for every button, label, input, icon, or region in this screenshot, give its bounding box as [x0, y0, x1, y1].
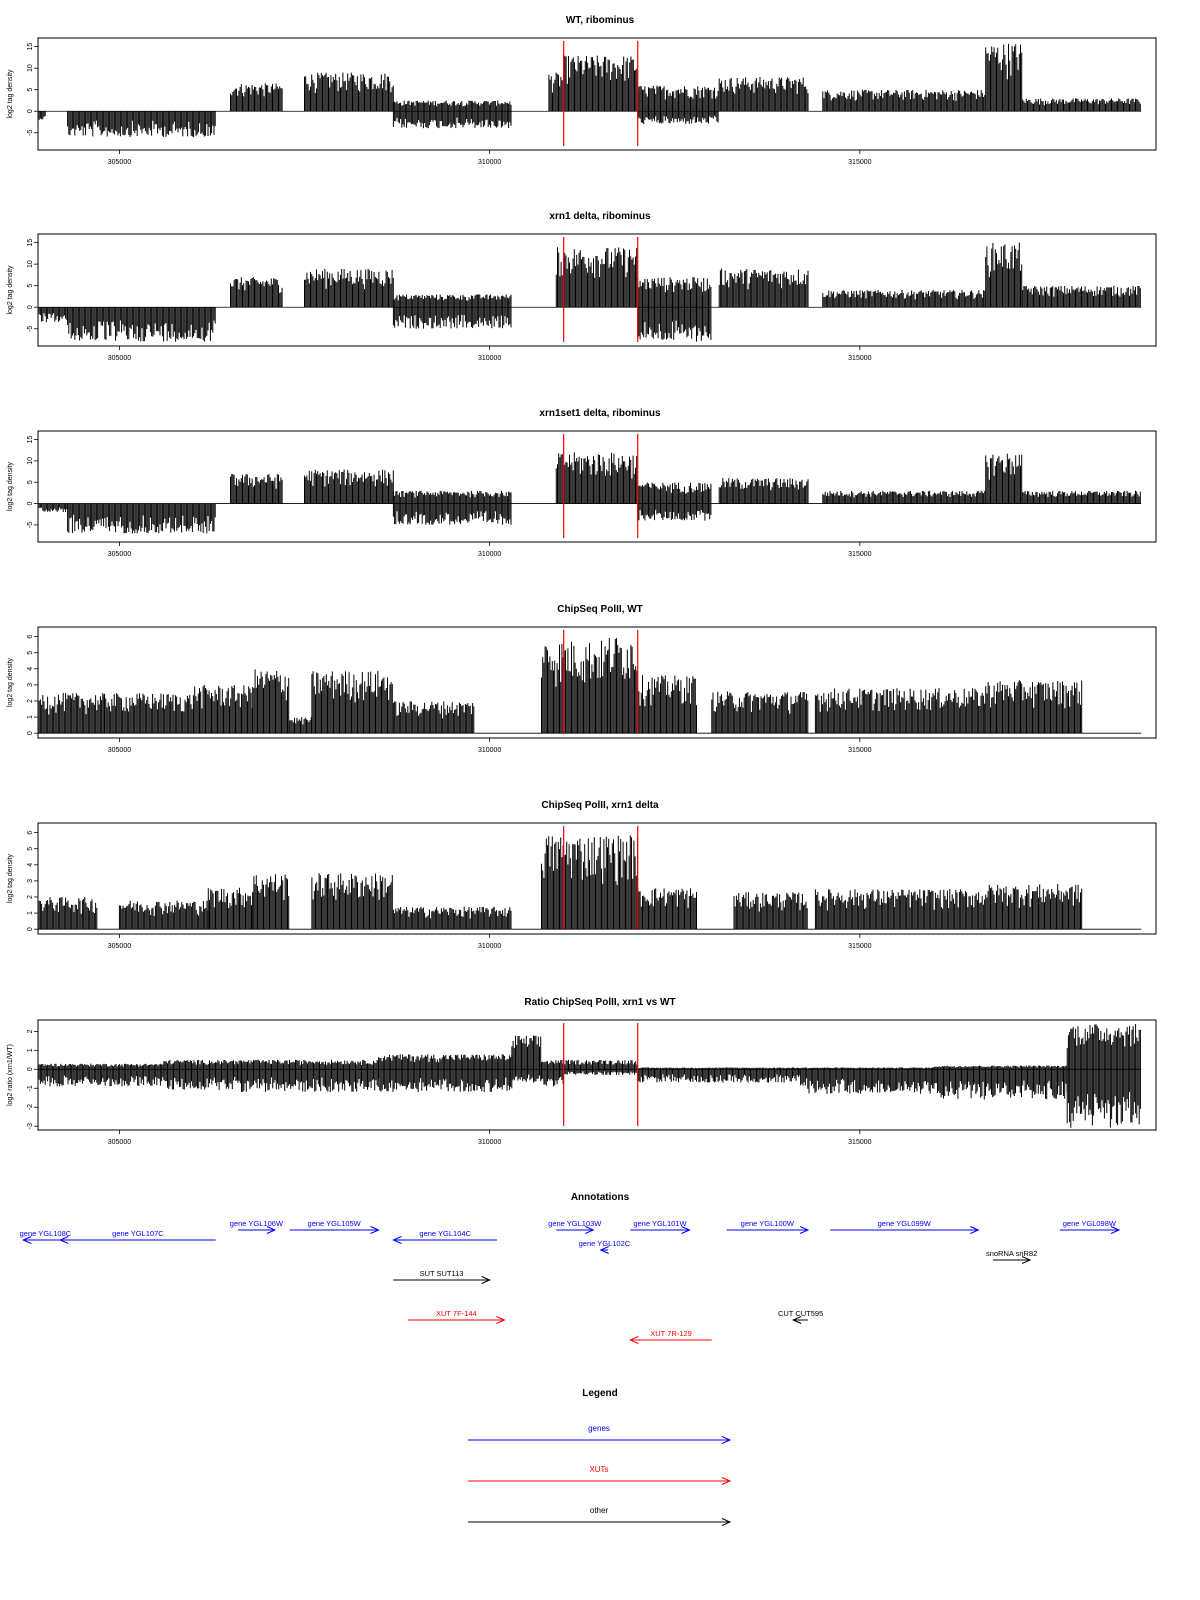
plot-frame — [37, 822, 1157, 935]
y-tick-label: 0 — [27, 109, 34, 113]
y-tick-label: -5 — [27, 130, 34, 136]
plot-frame — [37, 430, 1157, 543]
x-tick-label: 310000 — [478, 551, 501, 558]
y-tick-label: 2 — [27, 895, 34, 899]
y-tick-label: 5 — [27, 651, 34, 655]
chart-title: ChipSeq PolII, WT — [557, 604, 643, 615]
y-tick-label: 10 — [27, 260, 34, 268]
x-tick-label: 315000 — [848, 159, 871, 166]
chart-panel-1: WT, ribominus log2 tag density -5 0 5 10 15 305… — [7, 15, 1157, 166]
chart-panel-2: xrn1 delta, ribominus log2 tag density -5 0… — [7, 211, 1157, 362]
chart-title: xrn1 delta, ribominus — [549, 211, 651, 222]
y-tick-label: -5 — [27, 326, 34, 332]
y-tick-label: 15 — [27, 43, 34, 51]
plot-frame — [37, 233, 1157, 347]
y-axis-label: log2 tag density — [7, 265, 14, 315]
y-tick-label: 1 — [27, 715, 34, 719]
y-axis-label: log2 tag density — [7, 461, 14, 511]
data-bars — [37, 1023, 1141, 1128]
x-tick-label: 305000 — [108, 943, 131, 950]
chart-title: ChipSeq PolII, xrn1 delta — [541, 800, 659, 811]
data-bars — [37, 452, 1141, 534]
y-tick-label: 1 — [27, 911, 34, 915]
data-bars — [37, 835, 1083, 930]
chart-title: xrn1set1 delta, ribominus — [539, 408, 661, 419]
y-tick-label: 6 — [27, 831, 34, 835]
y-tick-label: 0 — [27, 502, 34, 506]
x-tick-label: 305000 — [108, 747, 131, 754]
x-tick-label: 310000 — [478, 355, 501, 362]
x-tick-label: 310000 — [478, 747, 501, 754]
y-tick-label: 15 — [27, 436, 34, 444]
data-bars — [37, 43, 1141, 137]
y-tick-label: 0 — [27, 927, 34, 931]
y-tick-label: 5 — [27, 88, 34, 92]
x-tick-label: 315000 — [848, 943, 871, 950]
y-tick-label: 10 — [27, 64, 34, 72]
data-bars — [37, 638, 1083, 734]
chart-title: WT, ribominus — [566, 15, 635, 26]
y-tick-label: 6 — [27, 635, 34, 639]
chart-panel-4: ChipSeq PolII, WT log2 tag density 0 1 2 3 4 5 6… — [7, 604, 1157, 754]
x-tick-label: 310000 — [478, 159, 501, 166]
y-tick-label: 15 — [27, 239, 34, 247]
y-tick-label: 3 — [27, 879, 34, 883]
y-tick-label: 0 — [27, 305, 34, 309]
y-tick-label: 0 — [27, 731, 34, 735]
x-tick-label: 310000 — [478, 943, 501, 950]
y-axis-label: log2 ratio (xrn1/WT) — [7, 1044, 14, 1106]
x-tick-label: 315000 — [848, 551, 871, 558]
data-bars — [37, 242, 1141, 342]
y-tick-label: 5 — [27, 284, 34, 288]
x-tick-label: 305000 — [108, 551, 131, 558]
chart-panel-5: ChipSeq PolII, xrn1 delta log2 tag densit… — [7, 800, 1157, 950]
y-tick-label: 4 — [27, 667, 34, 671]
chart-panel-6: Ratio ChipSeq PolII, xrn1 vs WT log2 rati… — [7, 997, 1157, 1146]
x-tick-label: 315000 — [848, 747, 871, 754]
y-tick-label: 10 — [27, 457, 34, 465]
plot-frame — [37, 37, 1157, 151]
y-tick-label: -5 — [27, 522, 34, 528]
y-tick-label: 2 — [27, 699, 34, 703]
x-tick-label: 305000 — [108, 355, 131, 362]
chart-panel-3: xrn1set1 delta, ribominus log2 tag densit… — [7, 408, 1157, 558]
y-axis-label: log2 tag density — [7, 69, 14, 119]
y-tick-label: 5 — [27, 480, 34, 484]
chart-title: Ratio ChipSeq PolII, xrn1 vs WT — [524, 997, 675, 1008]
y-axis-label: log2 tag density — [7, 853, 14, 903]
plot-frame — [37, 626, 1157, 739]
x-tick-label: 305000 — [108, 159, 131, 166]
y-axis-label: log2 tag density — [7, 657, 14, 707]
y-tick-label: 3 — [27, 683, 34, 687]
y-tick-label: 5 — [27, 847, 34, 851]
y-tick-label: 4 — [27, 863, 34, 867]
x-tick-label: 315000 — [848, 355, 871, 362]
